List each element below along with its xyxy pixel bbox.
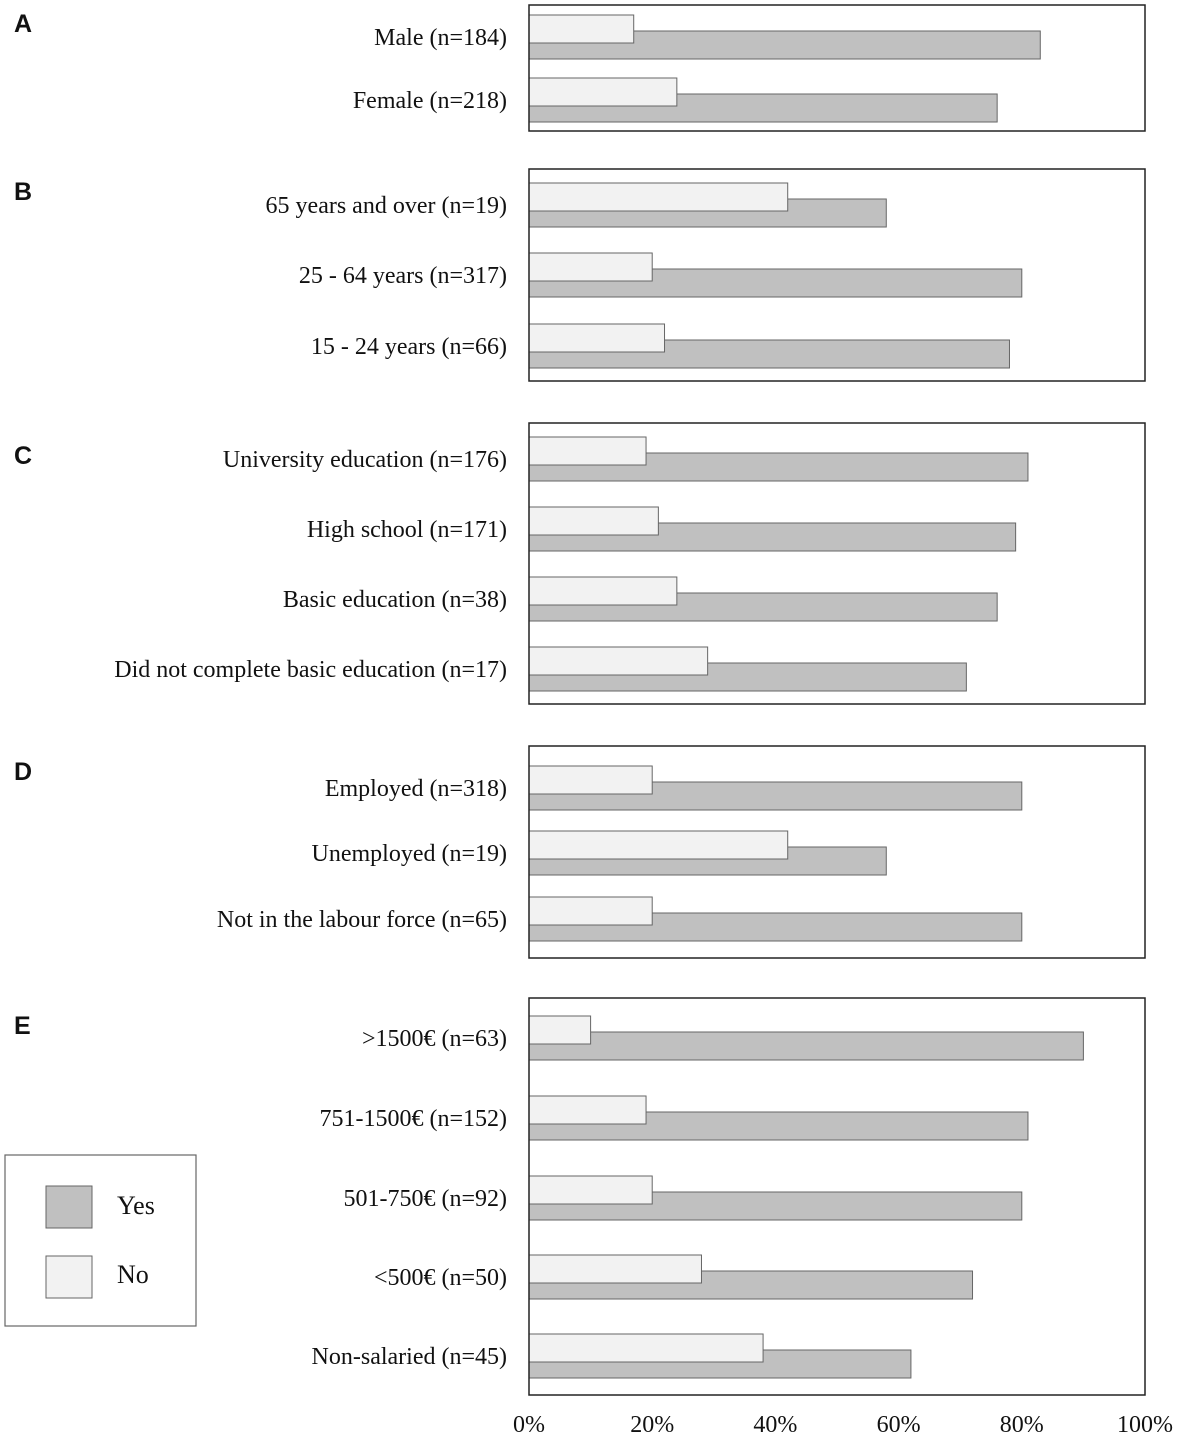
bar-no-b-3 [528,323,666,353]
bar-no-e-4 [528,1254,702,1284]
bar-no-b-2 [528,252,653,282]
category-label-e-2: 751-1500€ (n=152) [319,1106,507,1132]
panel-letter-c: C [14,442,32,470]
category-label-e-3: 501-750€ (n=92) [343,1186,507,1212]
category-label-e-1: >1500€ (n=63) [362,1026,507,1052]
legend-box [4,1154,197,1327]
bar-no-d-1 [528,765,653,795]
bar-no-d-2 [528,830,789,860]
bar-no-e-1 [528,1015,592,1045]
category-label-d-3: Not in the labour force (n=65) [217,907,507,933]
legend-label-no: No [117,1260,149,1289]
category-label-c-4: Did not complete basic education (n=17) [114,657,507,683]
legend-swatch-no [45,1255,93,1299]
panel-frame-a [528,4,1146,132]
category-label-b-3: 15 - 24 years (n=66) [311,334,507,360]
category-label-b-1: 65 years and over (n=19) [266,193,507,219]
category-label-e-5: Non-salaried (n=45) [312,1344,507,1370]
bar-no-b-1 [528,182,789,212]
panel-frame-d [528,745,1146,959]
bar-no-e-5 [528,1333,764,1363]
x-tick-label-100: 100% [1117,1412,1173,1438]
category-label-c-1: University education (n=176) [223,447,507,473]
category-label-d-2: Unemployed (n=19) [312,841,508,867]
bar-no-e-2 [528,1095,647,1125]
category-label-a-1: Male (n=184) [374,25,507,51]
legend-swatch-yes [45,1185,93,1229]
legend-label-yes: Yes [117,1191,155,1220]
panel-letter-e: E [14,1012,31,1040]
x-tick-label-0: 0% [513,1412,545,1438]
panel-frame-b [528,168,1146,382]
category-label-c-2: High school (n=171) [307,517,507,543]
category-label-a-2: Female (n=218) [353,88,507,114]
panel-frame-e [528,997,1146,1396]
bar-no-d-3 [528,896,653,926]
bar-no-c-2 [528,506,659,536]
x-tick-label-60: 60% [877,1412,921,1438]
panel-letter-a: A [14,10,32,38]
bar-no-c-1 [528,436,647,466]
x-tick-label-20: 20% [630,1412,674,1438]
x-tick-label-40: 40% [753,1412,797,1438]
panel-frame-c [528,422,1146,705]
bar-no-c-4 [528,646,709,676]
category-label-d-1: Employed (n=318) [325,776,507,802]
x-tick-label-80: 80% [1000,1412,1044,1438]
category-label-c-3: Basic education (n=38) [283,587,507,613]
panel-letter-d: D [14,758,32,786]
bar-no-a-2 [528,77,678,107]
bar-no-e-3 [528,1175,653,1205]
category-label-b-2: 25 - 64 years (n=317) [299,263,507,289]
bar-no-a-1 [528,14,635,44]
bar-no-c-3 [528,576,678,606]
panel-letter-b: B [14,178,32,206]
category-label-e-4: <500€ (n=50) [374,1265,507,1291]
bar-yes-e-1 [528,1031,1084,1061]
